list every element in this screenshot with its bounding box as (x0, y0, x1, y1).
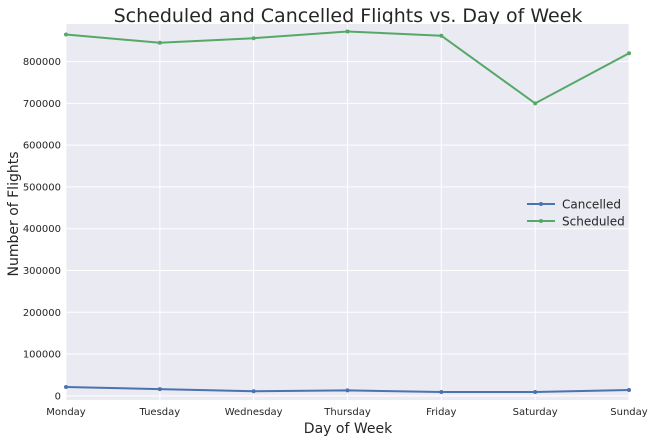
y-tick-label: 200000 (23, 308, 61, 319)
y-tick-label: 0 (55, 391, 61, 402)
data-point-cancelled (533, 390, 538, 395)
data-point-scheduled (64, 32, 68, 37)
x-tick-label: Sunday (610, 407, 647, 418)
legend-label-scheduled: Scheduled (562, 215, 625, 229)
legend-marker-scheduled (539, 219, 543, 223)
data-point-scheduled (533, 101, 538, 106)
data-point-scheduled (439, 33, 444, 38)
y-tick-label: 500000 (23, 182, 61, 193)
legend-marker-cancelled (539, 202, 543, 206)
gridlines (65, 24, 630, 400)
y-tick-label: 700000 (23, 99, 61, 110)
x-tick-label: Friday (426, 407, 456, 418)
data-point-cancelled (251, 389, 256, 394)
data-point-cancelled (627, 387, 631, 392)
y-tick-label: 400000 (23, 224, 61, 235)
data-point-cancelled (345, 388, 350, 393)
data-point-scheduled (627, 51, 631, 56)
x-tick-label: Tuesday (138, 407, 180, 418)
legend: Cancelled Scheduled (527, 198, 625, 229)
data-point-cancelled (439, 390, 444, 395)
y-tick-label: 300000 (23, 266, 61, 277)
data-point-scheduled (157, 40, 162, 45)
y-tick-label: 600000 (23, 141, 61, 152)
y-axis-ticks: 0 100000 200000 300000 400000 500000 600000 700… (23, 57, 61, 402)
y-tick-label: 100000 (23, 350, 61, 361)
data-point-scheduled (345, 29, 350, 34)
data-point-scheduled (251, 36, 256, 41)
chart-title: Scheduled and Cancelled Flights vs. Day … (114, 5, 583, 27)
x-tick-label: Monday (46, 407, 86, 418)
data-point-cancelled (64, 385, 68, 390)
x-tick-label: Thursday (323, 407, 371, 418)
legend-label-cancelled: Cancelled (562, 198, 621, 212)
series-lines (64, 29, 631, 395)
y-axis-label: Number of Flights (6, 151, 22, 276)
x-tick-label: Saturday (513, 407, 558, 418)
data-point-cancelled (157, 387, 162, 392)
y-tick-label: 800000 (23, 57, 61, 68)
x-axis-ticks: Monday Tuesday Wednesday Thursday Friday Satu… (46, 407, 648, 418)
x-axis-label: Day of Week (304, 421, 393, 437)
x-tick-label: Wednesday (225, 407, 283, 418)
